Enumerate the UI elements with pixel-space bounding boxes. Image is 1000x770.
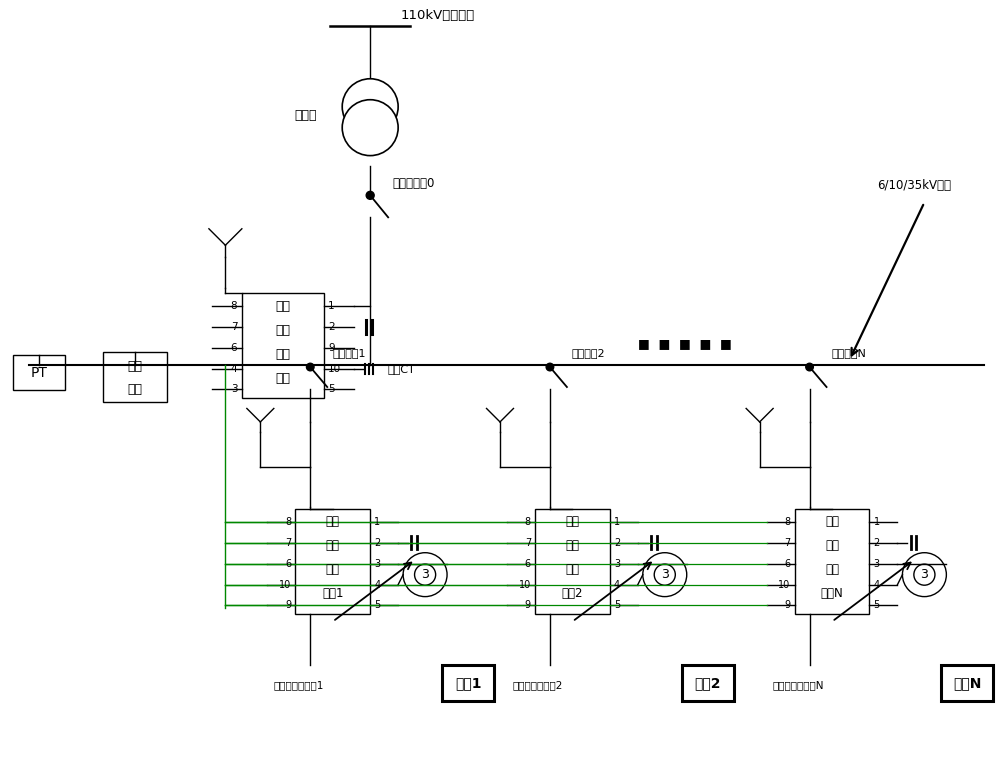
- Text: 7: 7: [285, 537, 291, 547]
- Text: 8: 8: [285, 517, 291, 527]
- Text: 1: 1: [614, 517, 620, 527]
- FancyBboxPatch shape: [295, 509, 370, 614]
- Text: 5: 5: [328, 384, 335, 394]
- Text: 主开关设备0: 主开关设备0: [392, 177, 435, 190]
- Text: 零序电流互感器1: 零序电流互感器1: [273, 681, 324, 691]
- FancyBboxPatch shape: [442, 665, 494, 701]
- Text: 2: 2: [873, 537, 880, 547]
- Text: 负荜1: 负荜1: [455, 677, 481, 691]
- Text: 变压器: 变压器: [294, 109, 317, 122]
- Text: 局部: 局部: [825, 515, 839, 528]
- Text: 10: 10: [328, 364, 341, 374]
- Text: 10: 10: [279, 580, 291, 590]
- Text: 3: 3: [231, 384, 237, 394]
- Text: 5: 5: [614, 600, 620, 610]
- Circle shape: [415, 564, 436, 585]
- Text: 局部: 局部: [326, 515, 340, 528]
- Text: 4: 4: [614, 580, 620, 590]
- Text: 5: 5: [873, 600, 880, 610]
- Text: 装畵2: 装畵2: [562, 587, 583, 600]
- Text: 6: 6: [231, 343, 237, 353]
- Text: 5: 5: [374, 600, 380, 610]
- Text: 消弧: 消弧: [128, 360, 143, 373]
- Text: 装置: 装置: [276, 371, 291, 384]
- Circle shape: [342, 100, 398, 156]
- Text: 取电CT: 取电CT: [387, 364, 415, 374]
- Text: 零序电流互感器2: 零序电流互感器2: [513, 681, 563, 691]
- Text: 开关设备1: 开关设备1: [332, 348, 366, 358]
- Text: 3: 3: [374, 559, 380, 569]
- Text: 1: 1: [873, 517, 880, 527]
- Circle shape: [654, 564, 675, 585]
- Text: 绦缘: 绦缘: [326, 539, 340, 552]
- Text: 绦缘: 绦缘: [565, 539, 579, 552]
- Text: 负荜N: 负荜N: [953, 677, 982, 691]
- Text: 9: 9: [525, 600, 531, 610]
- Text: 装备N: 装备N: [821, 587, 843, 600]
- Text: 3: 3: [873, 559, 880, 569]
- Text: 7: 7: [525, 537, 531, 547]
- Text: 7: 7: [784, 537, 791, 547]
- Text: 10: 10: [778, 580, 791, 590]
- Text: 4: 4: [374, 580, 380, 590]
- FancyBboxPatch shape: [13, 355, 65, 390]
- Text: 110kV高压母线: 110kV高压母线: [400, 9, 474, 22]
- Text: 4: 4: [873, 580, 880, 590]
- Circle shape: [902, 553, 946, 597]
- Text: 9: 9: [784, 600, 791, 610]
- Text: 1: 1: [328, 301, 335, 311]
- Text: 开关设备2: 开关设备2: [572, 348, 606, 358]
- Text: 绦缘: 绦缘: [276, 323, 291, 336]
- Text: 线圈: 线圈: [128, 383, 143, 397]
- Text: 9: 9: [285, 600, 291, 610]
- Text: 开关设备N: 开关设备N: [832, 348, 866, 358]
- Circle shape: [643, 553, 687, 597]
- Text: 负荜2: 负荜2: [694, 677, 721, 691]
- FancyBboxPatch shape: [242, 293, 324, 398]
- Text: 8: 8: [231, 301, 237, 311]
- Circle shape: [403, 553, 447, 597]
- Text: ■  ■  ■  ■  ■: ■ ■ ■ ■ ■: [638, 336, 732, 350]
- Text: 8: 8: [784, 517, 791, 527]
- Text: 4: 4: [231, 364, 237, 374]
- Text: 8: 8: [525, 517, 531, 527]
- Text: 局部: 局部: [565, 515, 579, 528]
- Text: PT: PT: [30, 366, 47, 380]
- Circle shape: [306, 363, 314, 371]
- Text: 监测: 监测: [825, 563, 839, 576]
- Text: 6: 6: [285, 559, 291, 569]
- Circle shape: [342, 79, 398, 135]
- Text: 3: 3: [614, 559, 620, 569]
- Text: 3: 3: [661, 568, 669, 581]
- Text: 监测: 监测: [326, 563, 340, 576]
- Text: 3: 3: [421, 568, 429, 581]
- Text: 6/10/35kV母线: 6/10/35kV母线: [877, 179, 951, 192]
- FancyBboxPatch shape: [682, 665, 734, 701]
- FancyBboxPatch shape: [941, 665, 993, 701]
- Text: 3: 3: [920, 568, 928, 581]
- Circle shape: [806, 363, 813, 371]
- Text: 7: 7: [231, 322, 237, 332]
- Circle shape: [366, 192, 374, 199]
- Text: 2: 2: [614, 537, 620, 547]
- Text: 监测: 监测: [276, 347, 291, 360]
- Text: 6: 6: [525, 559, 531, 569]
- Text: 监测: 监测: [565, 563, 579, 576]
- Text: 装畵1: 装畵1: [322, 587, 343, 600]
- Text: 2: 2: [328, 322, 335, 332]
- Text: 全局: 全局: [276, 300, 291, 313]
- Circle shape: [914, 564, 935, 585]
- FancyBboxPatch shape: [795, 509, 869, 614]
- Text: 6: 6: [784, 559, 791, 569]
- Text: 2: 2: [374, 537, 380, 547]
- FancyBboxPatch shape: [103, 352, 167, 402]
- Text: 零序电流互感器N: 零序电流互感器N: [773, 681, 824, 691]
- Text: 10: 10: [519, 580, 531, 590]
- Circle shape: [546, 363, 554, 371]
- Text: 1: 1: [374, 517, 380, 527]
- Text: 9: 9: [328, 343, 335, 353]
- Text: 绦缘: 绦缘: [825, 539, 839, 552]
- FancyBboxPatch shape: [535, 509, 610, 614]
